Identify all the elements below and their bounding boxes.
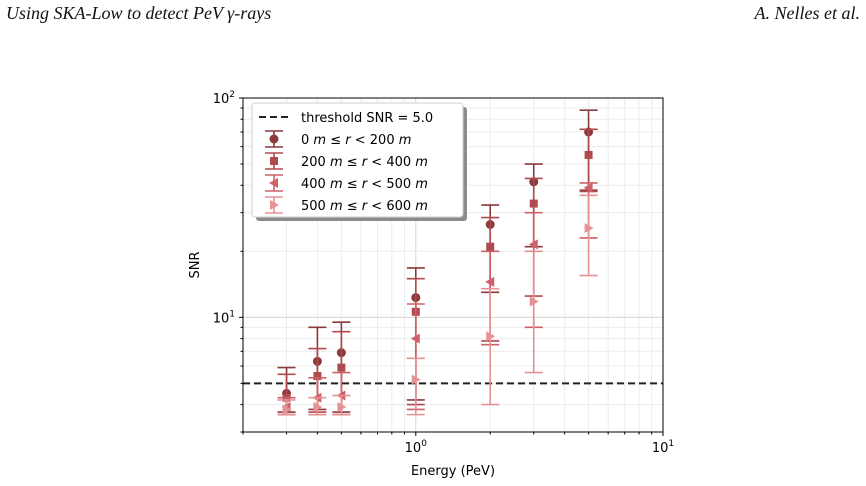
running-header-title: Using SKA-Low to detect PeV γ-rays bbox=[6, 3, 272, 23]
marker-triangle-right bbox=[337, 402, 347, 413]
marker-triangle-left bbox=[528, 239, 538, 250]
marker-triangle-right bbox=[270, 200, 279, 210]
series-3 bbox=[277, 194, 598, 416]
legend-box bbox=[251, 102, 464, 218]
marker-triangle-right bbox=[584, 223, 594, 234]
x-tick-label: 101 bbox=[652, 439, 674, 456]
marker-square bbox=[584, 150, 593, 159]
marker-triangle-right bbox=[282, 404, 292, 415]
x-axis-label: Energy (PeV) bbox=[411, 464, 495, 479]
marker-circle bbox=[269, 134, 279, 144]
legend-series-label: 200 m ≤ r < 400 m bbox=[301, 155, 428, 170]
marker-triangle-right bbox=[313, 402, 323, 413]
legend-series-label: 0 m ≤ r < 200 m bbox=[301, 133, 411, 148]
marker-square bbox=[529, 199, 538, 208]
marker-triangle-right bbox=[486, 331, 496, 342]
marker-square bbox=[486, 242, 495, 251]
marker-triangle-left bbox=[485, 276, 495, 287]
axis-ticks: 100 101 101 102 bbox=[213, 90, 674, 456]
marker-triangle-right bbox=[411, 374, 421, 385]
marker-triangle-right bbox=[529, 296, 539, 307]
marker-triangle-left bbox=[583, 182, 593, 193]
x-tick-label: 100 bbox=[405, 439, 428, 456]
data-series-layer bbox=[277, 109, 598, 416]
marker-triangle-left bbox=[410, 333, 420, 344]
legend-series-label: 500 m ≤ r < 600 m bbox=[301, 199, 428, 214]
plot-frame bbox=[242, 97, 664, 433]
legend-series-label: 400 m ≤ r < 500 m bbox=[301, 177, 428, 192]
y-axis-label: SNR bbox=[188, 251, 203, 278]
legend: threshold SNR = 5.0 0 m ≤ r < 200 m 200 m … bbox=[251, 102, 467, 221]
marker-triangle-left bbox=[269, 178, 278, 188]
y-tick-label: 102 bbox=[213, 90, 235, 107]
marker-square bbox=[313, 372, 322, 381]
marker-square bbox=[270, 157, 278, 165]
marker-square bbox=[337, 363, 346, 372]
running-header-authors: A. Nelles et al. bbox=[754, 3, 860, 23]
legend-threshold-label: threshold SNR = 5.0 bbox=[301, 111, 433, 126]
y-tick-label: 101 bbox=[213, 309, 235, 326]
